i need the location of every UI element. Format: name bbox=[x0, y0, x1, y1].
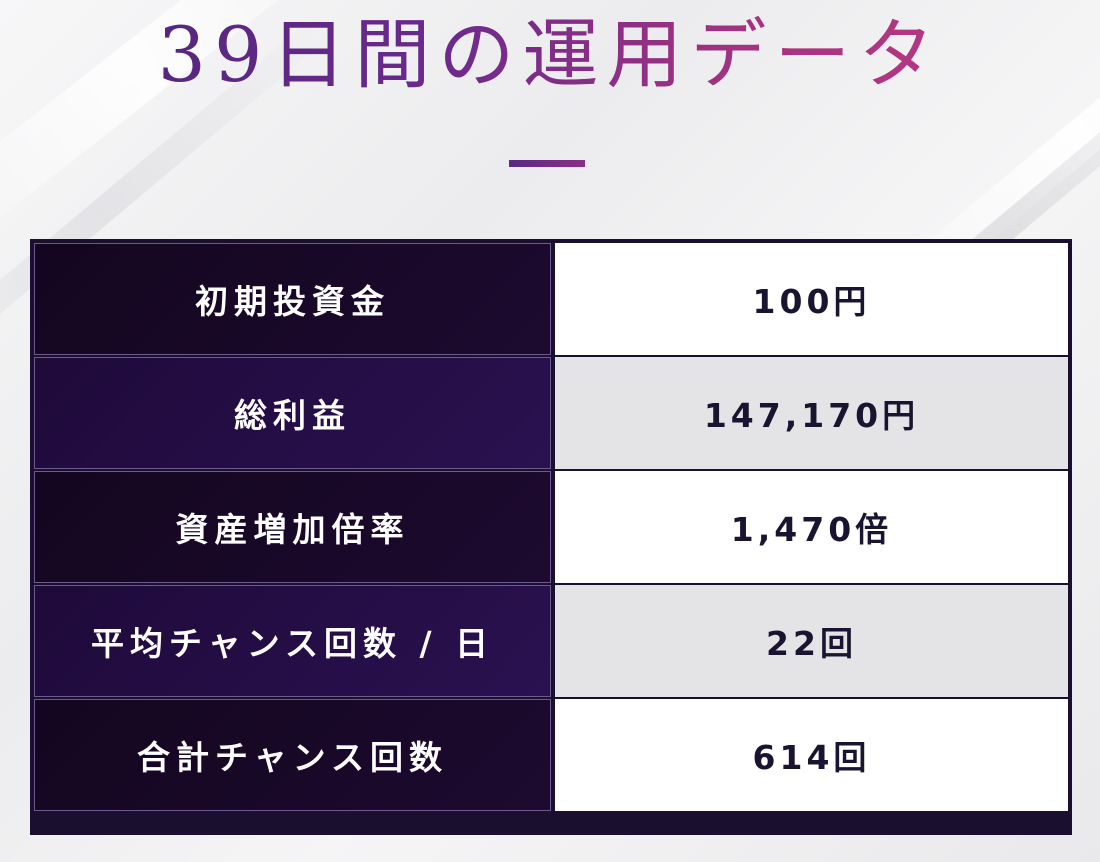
row-label: 総利益 bbox=[34, 357, 551, 469]
title-underline bbox=[509, 160, 585, 167]
row-label: 合計チャンス回数 bbox=[34, 699, 551, 811]
table-row: 初期投資金 100円 bbox=[33, 242, 1069, 356]
row-value: 1,470倍 bbox=[555, 471, 1068, 583]
row-value: 147,170円 bbox=[555, 357, 1068, 469]
row-label: 平均チャンス回数 / 日 bbox=[34, 585, 551, 697]
table-row: 合計チャンス回数 614回 bbox=[33, 698, 1069, 812]
page-title: 39日間の運用データ bbox=[0, 0, 1100, 110]
row-value: 100円 bbox=[555, 243, 1068, 355]
table-row: 資産増加倍率 1,470倍 bbox=[33, 470, 1069, 584]
row-label: 資産増加倍率 bbox=[34, 471, 551, 583]
row-value: 22回 bbox=[555, 585, 1068, 697]
table-row: 総利益 147,170円 bbox=[33, 356, 1069, 470]
data-table: 初期投資金 100円 総利益 147,170円 資産増加倍率 1,470倍 平均… bbox=[30, 239, 1072, 835]
row-value: 614回 bbox=[555, 699, 1068, 811]
row-label: 初期投資金 bbox=[34, 243, 551, 355]
table-row: 平均チャンス回数 / 日 22回 bbox=[33, 584, 1069, 698]
